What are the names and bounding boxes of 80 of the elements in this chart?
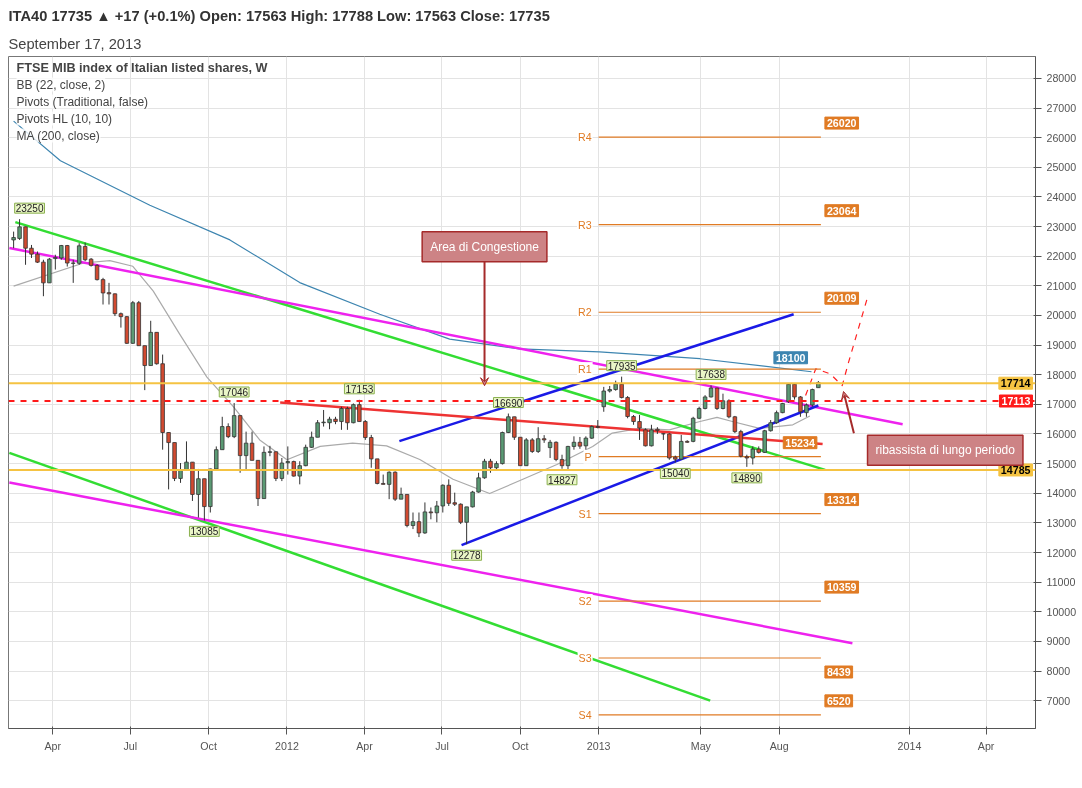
annotation: 17638 (697, 369, 726, 381)
y-tick-label: 18000 (1046, 368, 1077, 381)
annotation: 14827 (548, 474, 577, 486)
ref-line-label: 17714 (1000, 377, 1031, 390)
y-tick-label: 20000 (1046, 309, 1077, 322)
annotation: 17046 (220, 386, 249, 398)
annotation: 17935 (607, 360, 636, 372)
annotation: 13085 (190, 526, 219, 538)
annotation: Pivots (Traditional, false) (16, 94, 149, 109)
x-tick-label: 2013 (586, 739, 611, 752)
series-label: R2 (578, 306, 592, 319)
y-tick-label: 19000 (1046, 339, 1077, 352)
x-tick-label: Jul (123, 739, 138, 752)
series-label: R1 (578, 363, 592, 376)
series-label: S1 (578, 507, 592, 520)
chart-subtitle: ITA40 17735 ▲ +17 (+0.1%) Open: 17563 High: 17788 Low: 17563 Close: 17735 (8, 7, 550, 24)
y-tick-label: 27000 (1046, 102, 1077, 115)
y-tick-label: 21000 (1046, 279, 1077, 292)
y-tick-label: 17000 (1046, 398, 1077, 411)
data-label: 15234 (785, 436, 815, 449)
data-label: 20109 (826, 292, 857, 305)
y-tick-label: 25000 (1046, 161, 1077, 174)
series-label: S2 (578, 595, 592, 608)
data-label: 26020 (826, 117, 857, 130)
data-label: 13314 (826, 493, 857, 506)
x-tick-label: Aug (769, 739, 789, 752)
x-tick-label: Jul (435, 739, 449, 752)
series-label: S3 (578, 652, 592, 665)
data-label: 10359 (826, 581, 857, 594)
ref-line-label: 14785 (1000, 463, 1031, 476)
annotation: ribassista di lungo periodo (875, 443, 1016, 458)
y-tick-label: 16000 (1046, 427, 1077, 440)
annotation: 14890 (732, 472, 762, 484)
y-tick-label: 11000 (1046, 576, 1076, 589)
series-label: S4 (578, 708, 592, 721)
y-tick-label: 15000 (1046, 457, 1077, 470)
annotation: BB (22, close, 2) (16, 77, 106, 92)
candlestick (112, 293, 118, 317)
x-tick-label: Apr (356, 739, 374, 752)
annotation: 17153 (345, 383, 374, 395)
x-tick-label: 2014 (897, 739, 922, 752)
x-tick-label: Apr (44, 739, 62, 752)
annotation: 23250 (15, 203, 44, 215)
annotation: 15040 (661, 468, 690, 480)
series-label: R3 (578, 218, 592, 231)
series-label: P (584, 450, 592, 463)
y-tick-label: 14000 (1046, 487, 1077, 500)
annotation: 16690 (494, 397, 523, 409)
candlestick (410, 512, 416, 530)
annotation: Area di Congestione (430, 239, 540, 254)
y-tick-label: 10000 (1046, 605, 1077, 618)
chart-title: FTSE MIB index of Italian listed shares, W (16, 60, 268, 75)
x-tick-label: Oct (512, 739, 529, 752)
y-tick-label: 23000 (1046, 220, 1077, 233)
y-tick-label: 24000 (1046, 190, 1077, 203)
data-label: 23064 (826, 204, 857, 217)
data-label: 6520 (826, 694, 851, 707)
y-tick-label: 26000 (1046, 131, 1077, 144)
text: September 17, 2013 (8, 35, 142, 52)
annotation: Pivots HL (10, 10) (16, 111, 113, 126)
series-label: R4 (578, 131, 592, 144)
data-label: 8439 (826, 666, 851, 679)
y-tick-label: 28000 (1046, 72, 1077, 85)
y-tick-label: 9000 (1046, 635, 1071, 648)
x-tick-label: May (690, 739, 712, 752)
candlestick (106, 282, 112, 305)
annotation: 12278 (452, 550, 481, 562)
candlestick (559, 454, 565, 470)
candlestick (118, 312, 124, 329)
y-tick-label: 12000 (1046, 546, 1077, 559)
ref-line-label: 17113 (1001, 395, 1031, 407)
annotation: MA (200, close) (16, 128, 100, 143)
x-tick-label: Oct (200, 739, 217, 752)
y-tick-label: 13000 (1046, 516, 1077, 529)
data-label: 18100 (775, 351, 806, 364)
y-tick-label: 7000 (1046, 694, 1071, 707)
x-tick-label: Apr (977, 739, 995, 752)
x-tick-label: 2012 (275, 739, 299, 752)
y-tick-label: 22000 (1046, 250, 1077, 263)
y-tick-label: 8000 (1046, 665, 1071, 678)
